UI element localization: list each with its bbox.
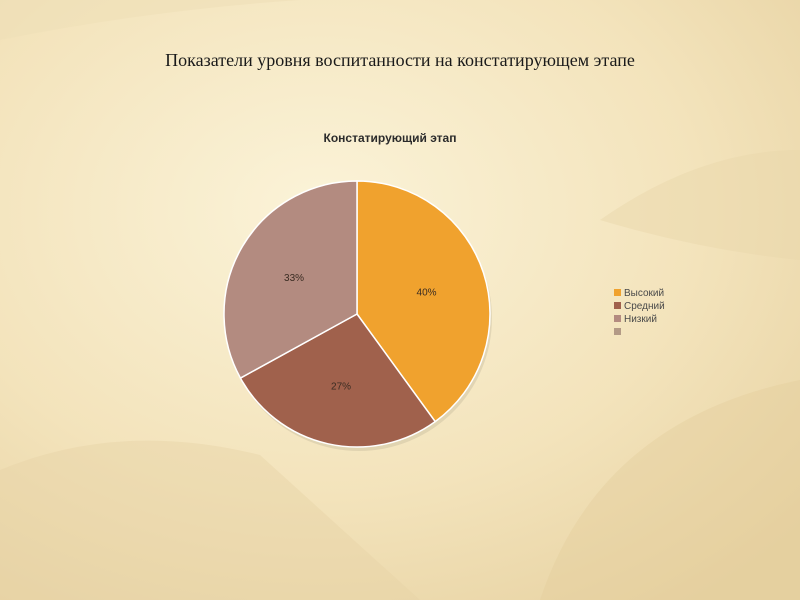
chart-title: Констатирующий этап [324, 131, 457, 145]
slide-title: Показатели уровня воспитанности на конст… [165, 50, 635, 70]
legend-swatch-1 [614, 289, 621, 296]
pie-slices [223, 180, 492, 451]
legend-label-3: Низкий [624, 314, 657, 325]
legend-label-2: Средний [624, 301, 665, 312]
pie-slice-2 [239, 313, 437, 448]
pie-slice-labels: 40% 27% 33% [284, 273, 437, 393]
pie-slice-label-3: 33% [284, 273, 304, 284]
pie-slice-label-2: 27% [331, 381, 351, 392]
legend-label-1: Высокий [624, 288, 664, 299]
chart-legend: Высокий Средний Низкий [614, 288, 665, 335]
pie-slice-label-1: 40% [417, 287, 437, 298]
pie-slice-3 [223, 180, 358, 380]
pie-slice-1 [356, 180, 491, 423]
legend-swatch-3 [614, 315, 621, 322]
legend-swatch-4 [614, 328, 621, 335]
legend-swatch-2 [614, 302, 621, 309]
